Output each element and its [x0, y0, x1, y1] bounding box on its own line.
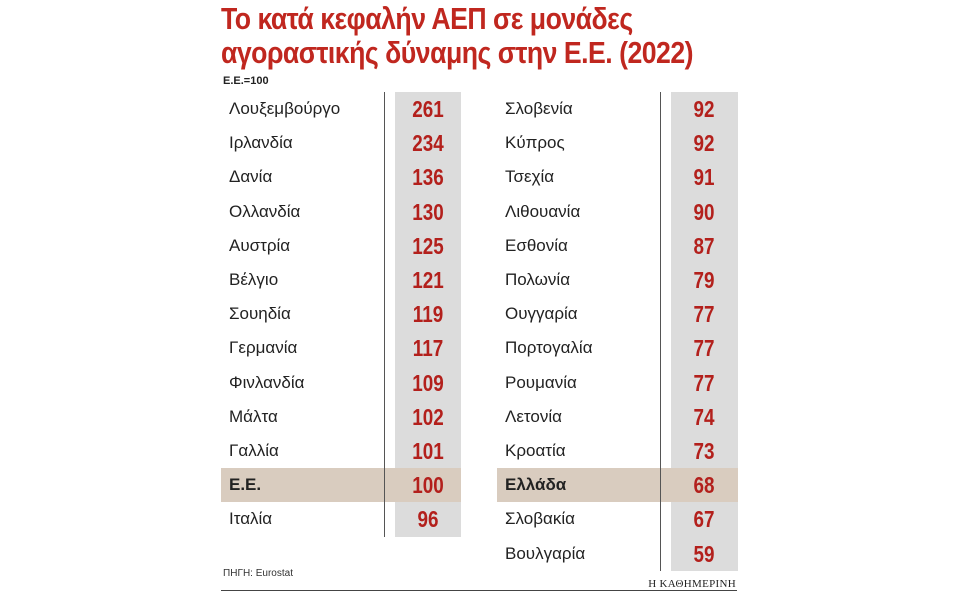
column-divider [660, 92, 661, 571]
value-label: 234 [412, 130, 444, 157]
table-row: Μάλτα 102 [221, 400, 461, 434]
country-name: Κύπρος [505, 133, 565, 153]
country-name: Ε.Ε. [229, 475, 262, 495]
country-name: Τσεχία [505, 167, 555, 187]
value-label: 74 [693, 403, 715, 430]
chart-title-line-1: Το κατά κεφαλήν ΑΕΠ σε μονάδες [221, 1, 633, 36]
value-label: 109 [412, 369, 444, 396]
table-row: Σλοβακία 67 [497, 502, 738, 536]
country-name: Σλοβενία [505, 99, 573, 118]
table-row: Λουξεμβούργο 261 [221, 92, 461, 126]
table-row: Αυστρία 125 [221, 229, 461, 263]
country-name: Ολλανδία [229, 201, 301, 221]
table-row: Βέλγιο 121 [221, 263, 461, 297]
country-name: Μάλτα [229, 406, 278, 426]
country-name: Ουγγαρία [505, 304, 578, 324]
country-name: Ιρλανδία [229, 133, 293, 153]
table-row: Εσθονία 87 [497, 229, 738, 263]
value-label: 130 [412, 198, 444, 225]
table-row: Σουηδία 119 [221, 297, 461, 331]
country-name: Λιθουανία [505, 201, 581, 221]
table-row: Ρουμανία 77 [497, 366, 738, 400]
value-label: 77 [693, 301, 715, 328]
table-row: Τσεχία 91 [497, 160, 738, 194]
table-row: Ιρλανδία 234 [221, 126, 461, 160]
value-label: 59 [693, 540, 715, 567]
value-label: 119 [412, 301, 444, 328]
value-label: 77 [693, 335, 715, 362]
table-row: Πολωνία 79 [497, 263, 738, 297]
table-row: Ουγγαρία 77 [497, 297, 738, 331]
country-name: Γερμανία [229, 338, 298, 358]
value-label: 67 [693, 506, 715, 533]
value-column-background [395, 92, 461, 537]
table-row: Ολλανδία 130 [221, 195, 461, 229]
table-row: Κροατία 73 [497, 434, 738, 468]
table-row: Γαλλία 101 [221, 434, 461, 468]
value-label: 125 [412, 232, 444, 259]
country-name: Φινλανδία [229, 372, 305, 392]
value-label: 136 [412, 164, 444, 191]
table-row: Γερμανία 117 [221, 331, 461, 365]
value-label: 87 [693, 232, 715, 259]
value-label: 79 [693, 267, 715, 293]
table-row: Φινλανδία 109 [221, 366, 461, 400]
value-label: 77 [693, 369, 715, 396]
country-name: Πορτογαλία [505, 338, 593, 358]
country-name: Βουλγαρία [505, 543, 586, 563]
table-row: Λετονία 74 [497, 400, 738, 434]
country-name: Λετονία [505, 406, 562, 426]
source-note: ΠΗΓΗ: Eurostat [223, 568, 293, 579]
country-name: Γαλλία [229, 441, 279, 460]
brand-logo: Η ΚΑΘΗΜΕΡΙΝΗ [648, 578, 736, 590]
value-label: 73 [693, 438, 715, 464]
value-label: 91 [693, 164, 715, 191]
chart-title: Το κατά κεφαλήν ΑΕΠ σε μονάδες αγοραστικ… [221, 1, 694, 70]
value-label: 92 [693, 96, 715, 122]
table-row-highlight: Ελλάδα 68 [497, 468, 738, 503]
value-label: 90 [693, 198, 715, 225]
country-name: Πολωνία [505, 270, 571, 289]
country-name: Αυστρία [229, 235, 291, 255]
table-row: Πορτογαλία 77 [497, 331, 738, 365]
table-row: Κύπρος 92 [497, 126, 738, 160]
country-name: Ρουμανία [505, 372, 577, 392]
value-label: 100 [412, 472, 444, 499]
bottom-rule [221, 590, 737, 591]
table-row: Ιταλία 96 [221, 502, 461, 536]
country-name: Σλοβακία [505, 509, 575, 529]
value-label: 68 [693, 472, 715, 499]
country-name: Εσθονία [505, 235, 568, 255]
country-name: Λουξεμβούργο [229, 99, 341, 118]
country-name: Δανία [229, 167, 273, 187]
value-label: 102 [412, 403, 444, 430]
table-row: Λιθουανία 90 [497, 195, 738, 229]
table-row-highlight: Ε.Ε. 100 [221, 468, 461, 503]
chart-subtitle: Ε.Ε.=100 [223, 75, 269, 87]
table-row: Βουλγαρία 59 [497, 537, 738, 571]
value-label: 121 [412, 267, 444, 293]
country-name: Κροατία [505, 441, 566, 460]
table-row: Σλοβενία 92 [497, 92, 738, 126]
table-left-column: Λουξεμβούργο 261 Ιρλανδία 234 Δανία 136 Ολλανδ… [221, 92, 461, 537]
country-name: Ελλάδα [505, 475, 567, 495]
value-label: 117 [412, 335, 444, 362]
value-label: 92 [693, 130, 715, 157]
value-label: 101 [412, 438, 444, 464]
country-name: Ιταλία [229, 509, 273, 529]
column-divider [384, 92, 385, 537]
value-label: 261 [412, 96, 444, 122]
table-right-column: Σλοβενία 92 Κύπρος 92 Τσεχία 91 Λιθουανία 90 Εσθ… [497, 92, 738, 571]
table-row: Δανία 136 [221, 160, 461, 194]
country-name: Σουηδία [229, 304, 291, 324]
chart-title-line-2: αγοραστικής δύναμης στην Ε.Ε. (2022) [221, 35, 694, 70]
value-label: 96 [417, 506, 439, 533]
country-name: Βέλγιο [229, 270, 279, 289]
